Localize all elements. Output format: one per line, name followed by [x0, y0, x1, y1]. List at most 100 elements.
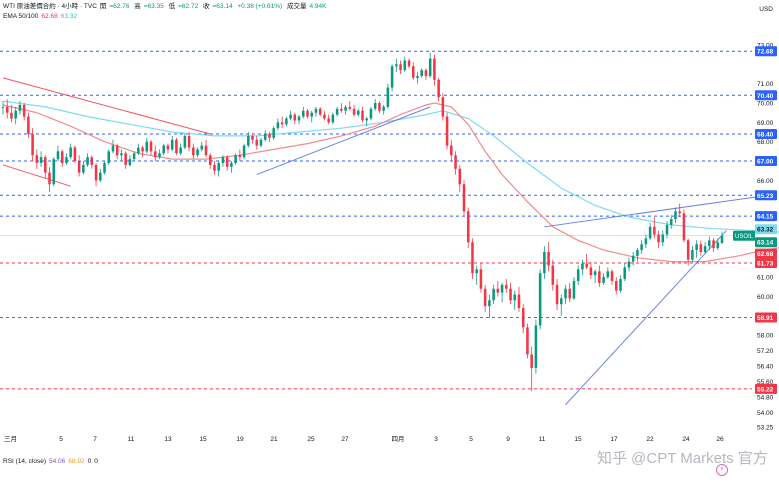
candle-body-44 [187, 135, 191, 148]
y-tick-56.40: 56.40 [757, 364, 774, 371]
candle-45 [192, 143, 195, 160]
candle-54 [230, 161, 233, 173]
x-tick-4: 13 [164, 436, 172, 443]
candle-body-114 [483, 288, 487, 307]
candle-56 [238, 149, 242, 162]
candle-49 [208, 153, 212, 169]
candle-156 [661, 230, 665, 247]
candle-104 [441, 93, 445, 121]
candle-body-58 [247, 135, 250, 146]
candle-body-76 [323, 114, 326, 119]
candle-24 [103, 161, 106, 175]
candle-82 [348, 101, 352, 111]
symbol-tag-box [733, 230, 755, 241]
candle-body-6 [27, 116, 30, 134]
candle-133 [564, 284, 567, 305]
candle-31 [132, 151, 136, 162]
candle-body-86 [365, 118, 368, 121]
price-tag-58.91: 58.91 [757, 315, 774, 322]
candle-body-157 [665, 224, 669, 235]
x-tick-3: 11 [128, 436, 135, 443]
candle-body-28 [120, 153, 123, 156]
candle-body-98 [416, 75, 419, 78]
price-tag-box-61.73 [755, 257, 777, 268]
candle-149 [631, 251, 635, 266]
candle-40 [170, 135, 174, 152]
candle-30 [128, 155, 132, 167]
candle-body-14 [60, 151, 64, 163]
x-tick-2: 7 [93, 436, 97, 443]
candle-36 [153, 145, 157, 162]
candle-body-56 [238, 155, 242, 158]
candle-body-34 [145, 141, 149, 152]
candle-body-158 [669, 219, 673, 225]
time-axis: 三月 5 7 11 13 15 19 21 25 27 四月 3 5 9 11 15 17 22 24 26 [4, 435, 724, 443]
candle-body-74 [314, 108, 318, 113]
rsi-legend[interactable]: RSI (14, close) 54.06 68.92 0 0 [3, 457, 101, 466]
candle-body-60 [255, 139, 259, 146]
candle-body-87 [369, 108, 373, 119]
candle-body-35 [149, 141, 153, 152]
candle-166 [703, 242, 707, 254]
candle-51 [217, 161, 220, 177]
candle-123 [521, 304, 525, 334]
candle-body-115 [488, 300, 491, 307]
volume-value: 4.94K [309, 3, 327, 10]
trend-line-4 [565, 230, 727, 406]
candle-143 [606, 267, 610, 280]
candle-body-49 [208, 155, 212, 165]
candle-body-162 [686, 240, 690, 260]
y-tick-60.00: 60.00 [757, 294, 774, 301]
ema-legend[interactable]: EMA 50/100 62.68 63.32 [3, 12, 80, 21]
candle-124 [526, 323, 529, 359]
candle-25 [107, 149, 111, 165]
candle-body-23 [99, 172, 102, 181]
x-tick-17: 22 [646, 436, 654, 443]
candle-body-20 [86, 157, 89, 165]
candle-body-69 [293, 114, 297, 121]
x-tick-5: 15 [199, 436, 207, 443]
candle-74 [314, 106, 318, 117]
candle-103 [437, 77, 440, 102]
price-tag-62.68: 62.68 [757, 251, 774, 258]
candle-body-84 [357, 110, 360, 115]
candle-109 [462, 180, 466, 216]
x-tick-9: 27 [341, 436, 349, 443]
candle-body-143 [606, 271, 610, 278]
candle-153 [648, 222, 652, 241]
symbol-title[interactable]: WTI 原油差價合約 · 4小時 · TVC [3, 3, 97, 10]
price-tag-box-62.68 [755, 248, 777, 259]
candle-146 [619, 275, 622, 293]
candle-body-139 [589, 267, 593, 276]
horizontal-levels [0, 50, 752, 390]
close-label: 收 [203, 3, 210, 10]
candle-113 [479, 263, 483, 293]
candle-116 [492, 284, 495, 305]
candle-body-133 [564, 288, 567, 299]
candle-142 [602, 273, 605, 285]
candle-body-118 [500, 284, 504, 293]
candle-body-137 [581, 263, 584, 270]
candle-2 [10, 104, 13, 123]
candle-8 [35, 149, 39, 169]
candle-17 [73, 145, 77, 163]
candle-10 [44, 155, 47, 179]
candle-145 [614, 277, 618, 295]
candle-148 [627, 257, 631, 272]
candle-9 [39, 151, 43, 167]
open-value: =62.76 [109, 3, 130, 10]
candle-27 [115, 143, 119, 160]
flash-icon[interactable]: ⚡ [716, 464, 728, 476]
candle-body-166 [703, 246, 707, 252]
candle-61 [259, 137, 263, 148]
rsi-value: 54.06 [49, 458, 66, 465]
candle-28 [120, 149, 123, 162]
candle-69 [293, 112, 297, 125]
candle-14 [60, 149, 64, 167]
currency-label[interactable]: USD [759, 6, 773, 13]
candle-152 [644, 234, 648, 249]
candle-body-32 [137, 147, 140, 154]
candle-body-68 [289, 114, 292, 119]
candle-26 [111, 139, 115, 154]
